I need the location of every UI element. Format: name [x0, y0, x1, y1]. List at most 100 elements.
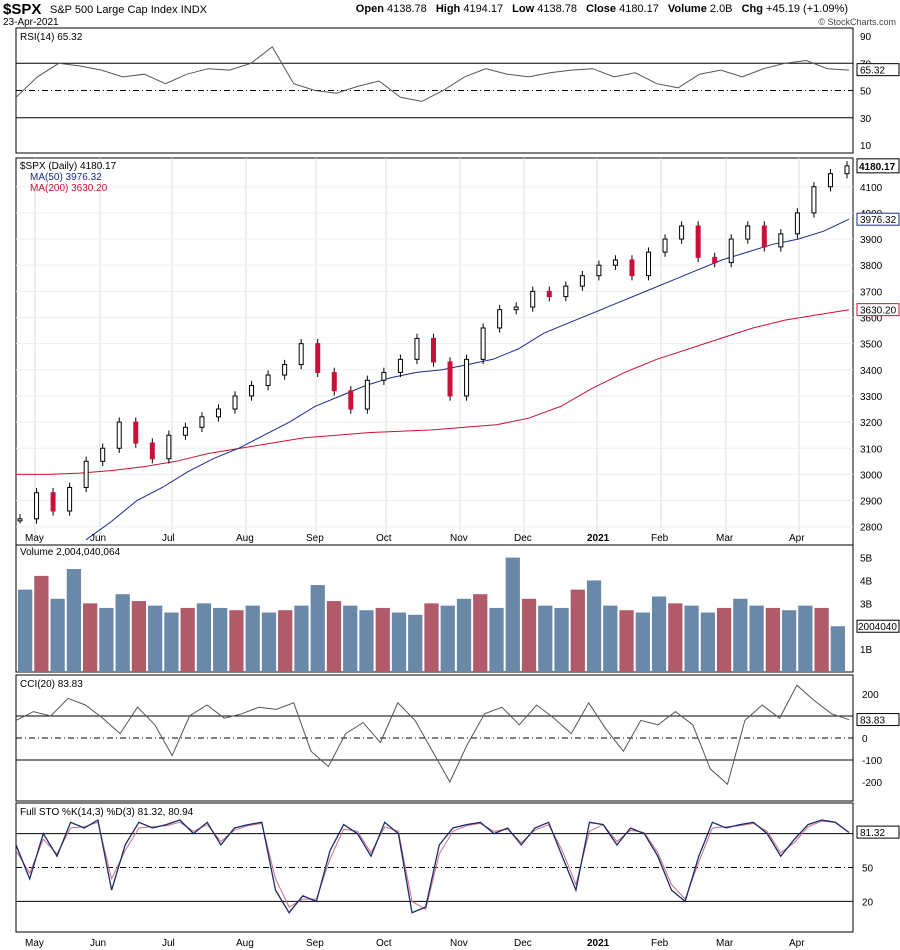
volume-legend: Volume 2,004,040,064 — [20, 547, 121, 558]
volume-bar — [798, 605, 813, 672]
volume-bar — [700, 612, 715, 672]
ma200-legend: MA(200) 3630.20 — [30, 183, 108, 194]
price-last-value: 4180.17 — [859, 162, 896, 173]
price-candle — [249, 384, 255, 397]
price-candle — [83, 460, 89, 488]
price-candle — [166, 434, 172, 460]
price-candle — [530, 290, 536, 308]
ma200-last-value: 3630.20 — [860, 306, 897, 317]
bottom-x-axis-label: Jun — [90, 938, 106, 949]
volume-bar — [261, 612, 277, 672]
price-candle — [414, 337, 420, 360]
volume-bar — [115, 594, 130, 672]
price-candle — [397, 358, 403, 373]
rsi-tick-label: 90 — [860, 32, 872, 43]
price-candle — [431, 337, 436, 363]
price-candle — [662, 238, 668, 253]
high-label: High — [435, 3, 461, 15]
price-candle — [331, 371, 337, 392]
ma200-last-box — [856, 303, 900, 317]
price-tick-label: 3700 — [860, 287, 883, 298]
close-label: Close — [586, 3, 617, 15]
price-candle — [646, 251, 652, 277]
x-axis-label: Jul — [162, 533, 175, 544]
cci-last-box — [856, 713, 900, 727]
volume-bar — [213, 607, 228, 672]
index-name: S&P 500 Large Cap Index INDX — [50, 4, 207, 16]
price-candle — [17, 518, 23, 522]
price-candle — [513, 306, 519, 311]
price-candle — [282, 364, 288, 376]
stoch-legend: Full STO %K(14,3) %D(3) 81.32, 80.94 — [20, 807, 194, 818]
bottom-x-axis-label: Apr — [789, 938, 805, 949]
volume-bar — [473, 594, 488, 672]
price-candle — [315, 343, 321, 373]
volume-bar — [164, 612, 179, 672]
index-title: S&P 500 Large Cap Index — [50, 4, 178, 16]
volume-bar — [716, 607, 732, 672]
price-candle — [827, 173, 833, 188]
volume-bar — [245, 605, 260, 672]
volume-bar — [278, 610, 293, 672]
cci-last-value: 83.83 — [860, 716, 885, 727]
volume-bar — [635, 612, 650, 672]
volume-tick-label: 1B — [860, 645, 873, 656]
price-candle — [447, 361, 453, 397]
volume-bar — [781, 610, 797, 672]
change-value: +45.19 (+1.09%) — [766, 3, 848, 15]
price-candle — [381, 371, 387, 381]
price-candle — [794, 212, 800, 235]
price-candle — [480, 327, 486, 360]
rsi-legend: RSI(14) 65.32 — [20, 32, 83, 43]
price-candle — [497, 309, 503, 329]
cci-tick-label: -100 — [862, 756, 882, 767]
x-axis-label: Dec — [514, 533, 532, 544]
volume-bar — [294, 605, 309, 672]
price-candle — [712, 256, 718, 264]
price-candle — [761, 225, 767, 248]
price-candle — [34, 492, 40, 520]
volume-bar — [196, 603, 212, 672]
price-tick-label: 3300 — [860, 392, 883, 403]
stoch-k-line — [15, 818, 850, 914]
price-tick-label: 3000 — [860, 470, 883, 481]
volume-value: 2.0B — [709, 3, 733, 15]
change-label: Chg — [741, 3, 763, 15]
rsi-tick-label: 10 — [860, 141, 872, 152]
volume-bar — [408, 614, 423, 672]
price-candle — [728, 238, 734, 264]
price-tick-label: 3500 — [860, 340, 883, 351]
price-candle — [579, 275, 585, 287]
volume-bar — [310, 585, 325, 672]
volume-bar — [326, 601, 342, 672]
volume-bar — [83, 603, 98, 672]
price-tick-label: 2900 — [860, 497, 883, 508]
volume-bar — [684, 605, 699, 672]
bottom-x-axis-label: Sep — [306, 938, 324, 949]
volume-bar — [521, 598, 537, 672]
bottom-x-axis-label: May — [25, 938, 44, 949]
cci-tick-label: -200 — [862, 778, 882, 789]
stoch-last-value: 81.32 — [860, 828, 885, 839]
volume-last-value: 2004040 — [858, 622, 897, 633]
volume-bar — [424, 603, 439, 672]
price-tick-label: 4100 — [860, 183, 883, 194]
volume-bar — [440, 605, 455, 672]
volume-bar — [229, 610, 244, 672]
price-candle — [629, 259, 635, 277]
volume-bar — [619, 610, 634, 672]
volume-bar — [456, 598, 472, 672]
price-candle — [67, 486, 73, 512]
price-candle — [215, 408, 221, 418]
low-value: 4138.78 — [537, 3, 577, 15]
bottom-x-axis-label: Dec — [514, 938, 532, 949]
price-candle — [232, 395, 238, 410]
cci-tick-label: 200 — [862, 690, 879, 701]
rsi-last-value: 65.32 — [860, 66, 885, 77]
volume-bar — [830, 626, 845, 672]
volume-bar — [18, 589, 33, 672]
price-tick-label: 3400 — [860, 366, 883, 377]
price-tick-label: 3800 — [860, 261, 883, 272]
price-candle — [364, 379, 370, 410]
